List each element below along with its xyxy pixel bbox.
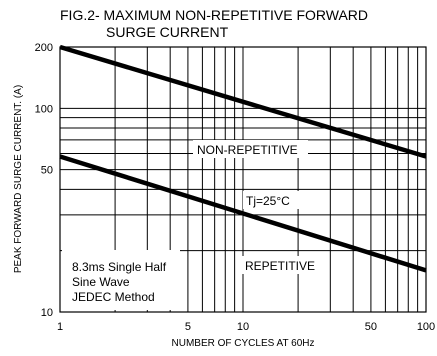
- rep-label-gap: [242, 256, 322, 274]
- y-tick-labels: 10 50 100 200: [35, 42, 53, 319]
- x-tick-label: 1: [57, 321, 63, 333]
- tj-label-gap: [243, 191, 307, 209]
- non-repetitive-curve: [59, 44, 427, 159]
- y-tick-label: 200: [35, 42, 53, 54]
- note-line-3: JEDEC Method: [72, 290, 155, 304]
- y-axis-label: PEAK FORWARD SURGE CURRENT. (A): [13, 85, 24, 273]
- y-tick-label: 50: [41, 165, 53, 177]
- series-lines: [59, 44, 427, 273]
- plot-area-frame: [59, 46, 427, 313]
- chart-title-line2: SURGE CURRENT: [106, 24, 229, 40]
- y-tick-label: 100: [35, 103, 53, 115]
- temperature-annotation: Tj=25°C: [246, 194, 290, 208]
- x-tick-label: 50: [365, 321, 377, 333]
- y-tick-label: 10: [41, 307, 53, 319]
- nonrep-series-label: NON-REPETITIVE: [197, 143, 298, 157]
- note-line-2: Sine Wave: [72, 275, 130, 289]
- x-tick-label: 10: [237, 321, 249, 333]
- x-tick-label: 100: [417, 321, 435, 333]
- chart-title-line1: FIG.2- MAXIMUM NON-REPETITIVE FORWARD: [60, 7, 368, 23]
- rep-series-label: REPETITIVE: [245, 259, 315, 273]
- repetitive-curve: [59, 154, 427, 273]
- x-axis-label: NUMBER OF CYCLES AT 60Hz: [172, 338, 315, 349]
- nonrep-label-gap: [193, 140, 308, 158]
- x-tick-label: 5: [185, 321, 191, 333]
- note-box: [62, 250, 180, 310]
- note-line-1: 8.3ms Single Half: [72, 260, 167, 274]
- x-tick-labels: 1 5 10 50 100: [57, 321, 435, 333]
